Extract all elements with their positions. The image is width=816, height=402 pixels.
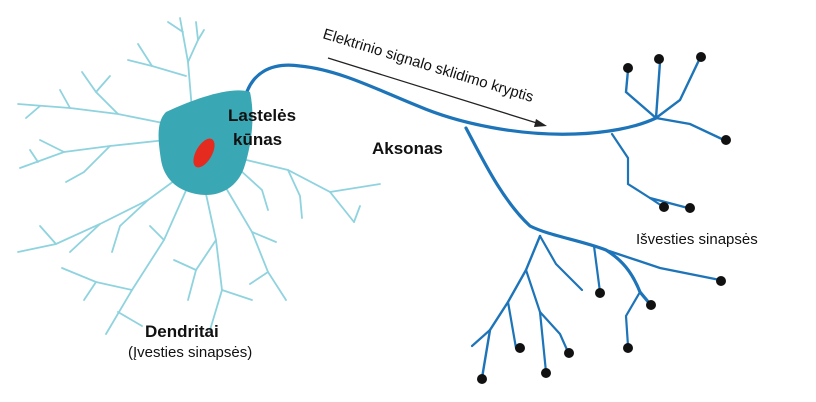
dendrite-branch: [197, 29, 205, 41]
synapse-terminal: [541, 368, 551, 378]
dendrites: [17, 17, 381, 335]
input-synapses-label: (Įvesties sinapsės): [128, 344, 252, 361]
axon-trunk: [242, 63, 658, 136]
axon-branch: [624, 68, 658, 120]
dendrite-branch: [239, 169, 269, 211]
synapse-terminal: [623, 343, 633, 353]
dendrite-branch: [83, 281, 97, 301]
dendrite-branch: [353, 205, 361, 223]
dendrite-branch: [19, 139, 167, 169]
axon-branch: [538, 310, 570, 354]
dendrites-label: Dendritai: [145, 322, 219, 341]
dendrite-branch: [149, 225, 165, 241]
dendrite-branch: [187, 21, 199, 63]
dendrite-branch: [225, 187, 287, 301]
dendrite-branch: [39, 225, 57, 245]
synapse-terminal: [685, 203, 695, 213]
axon-branch: [470, 328, 492, 348]
axon-branch: [624, 290, 642, 348]
axon-branch: [538, 234, 584, 292]
dendrite-branch: [287, 169, 303, 219]
axon-branch: [654, 116, 726, 142]
dendrite-branch: [59, 89, 71, 109]
synapse-terminals: [477, 52, 731, 384]
dendrite-branch: [65, 145, 111, 183]
axon-branch: [592, 244, 602, 294]
dendrite-branch: [117, 311, 143, 327]
signal-direction-arrow: [327, 57, 547, 127]
synapse-terminal: [696, 52, 706, 62]
dendrite-branch: [167, 21, 184, 33]
dendrite-branch: [39, 139, 65, 153]
synapse-terminal: [477, 374, 487, 384]
axon-branch: [648, 196, 690, 210]
axon: [242, 56, 726, 380]
dendrite-branch: [69, 223, 101, 253]
synapse-terminal: [659, 202, 669, 212]
dendrite-branch: [251, 231, 277, 243]
synapse-terminal: [564, 348, 574, 358]
dendrite-branch: [173, 259, 197, 271]
dendrite-branch: [81, 71, 119, 115]
axon-branch: [506, 300, 518, 350]
dendrite-branch: [127, 59, 153, 67]
output-synapses-label: Išvesties sinapsės: [636, 231, 758, 248]
dendrite-branch: [25, 105, 41, 119]
nucleus: [193, 138, 215, 168]
axon-branch: [480, 234, 542, 380]
dendrite-branch: [95, 75, 111, 93]
axon-branch: [654, 60, 662, 120]
dendrite-branch: [111, 199, 149, 253]
arrow-head: [534, 119, 547, 127]
axon-label: Aksonas: [372, 139, 443, 158]
cell-body-label-line2: kūnas: [233, 130, 282, 149]
cell-body-label-line1: Lastelės: [228, 106, 296, 125]
axon-branch: [610, 132, 664, 208]
dendrite-branch: [17, 103, 169, 125]
axon-branch: [524, 268, 548, 374]
dendrite-branch: [329, 183, 381, 193]
dendrite-branch: [205, 193, 223, 331]
axon-branch: [654, 56, 702, 120]
dendrite-branch: [61, 267, 133, 291]
synapse-terminal: [515, 343, 525, 353]
axon-branch: [604, 248, 722, 282]
dendrite-branch: [29, 149, 39, 163]
synapse-terminal: [654, 54, 664, 64]
dendrite-branch: [17, 177, 179, 253]
dendrite-branch: [221, 289, 253, 301]
arrow-line: [327, 57, 541, 125]
synapse-terminal: [646, 300, 656, 310]
dendrite-branch: [237, 157, 355, 223]
dendrite-branch: [187, 239, 217, 301]
synapse-terminal: [716, 276, 726, 286]
synapse-terminal: [721, 135, 731, 145]
axon-branch: [464, 126, 652, 306]
dendrite-branch: [137, 43, 187, 77]
synapse-terminal: [595, 288, 605, 298]
synapse-terminal: [623, 63, 633, 73]
dendrite-branch: [249, 271, 269, 285]
